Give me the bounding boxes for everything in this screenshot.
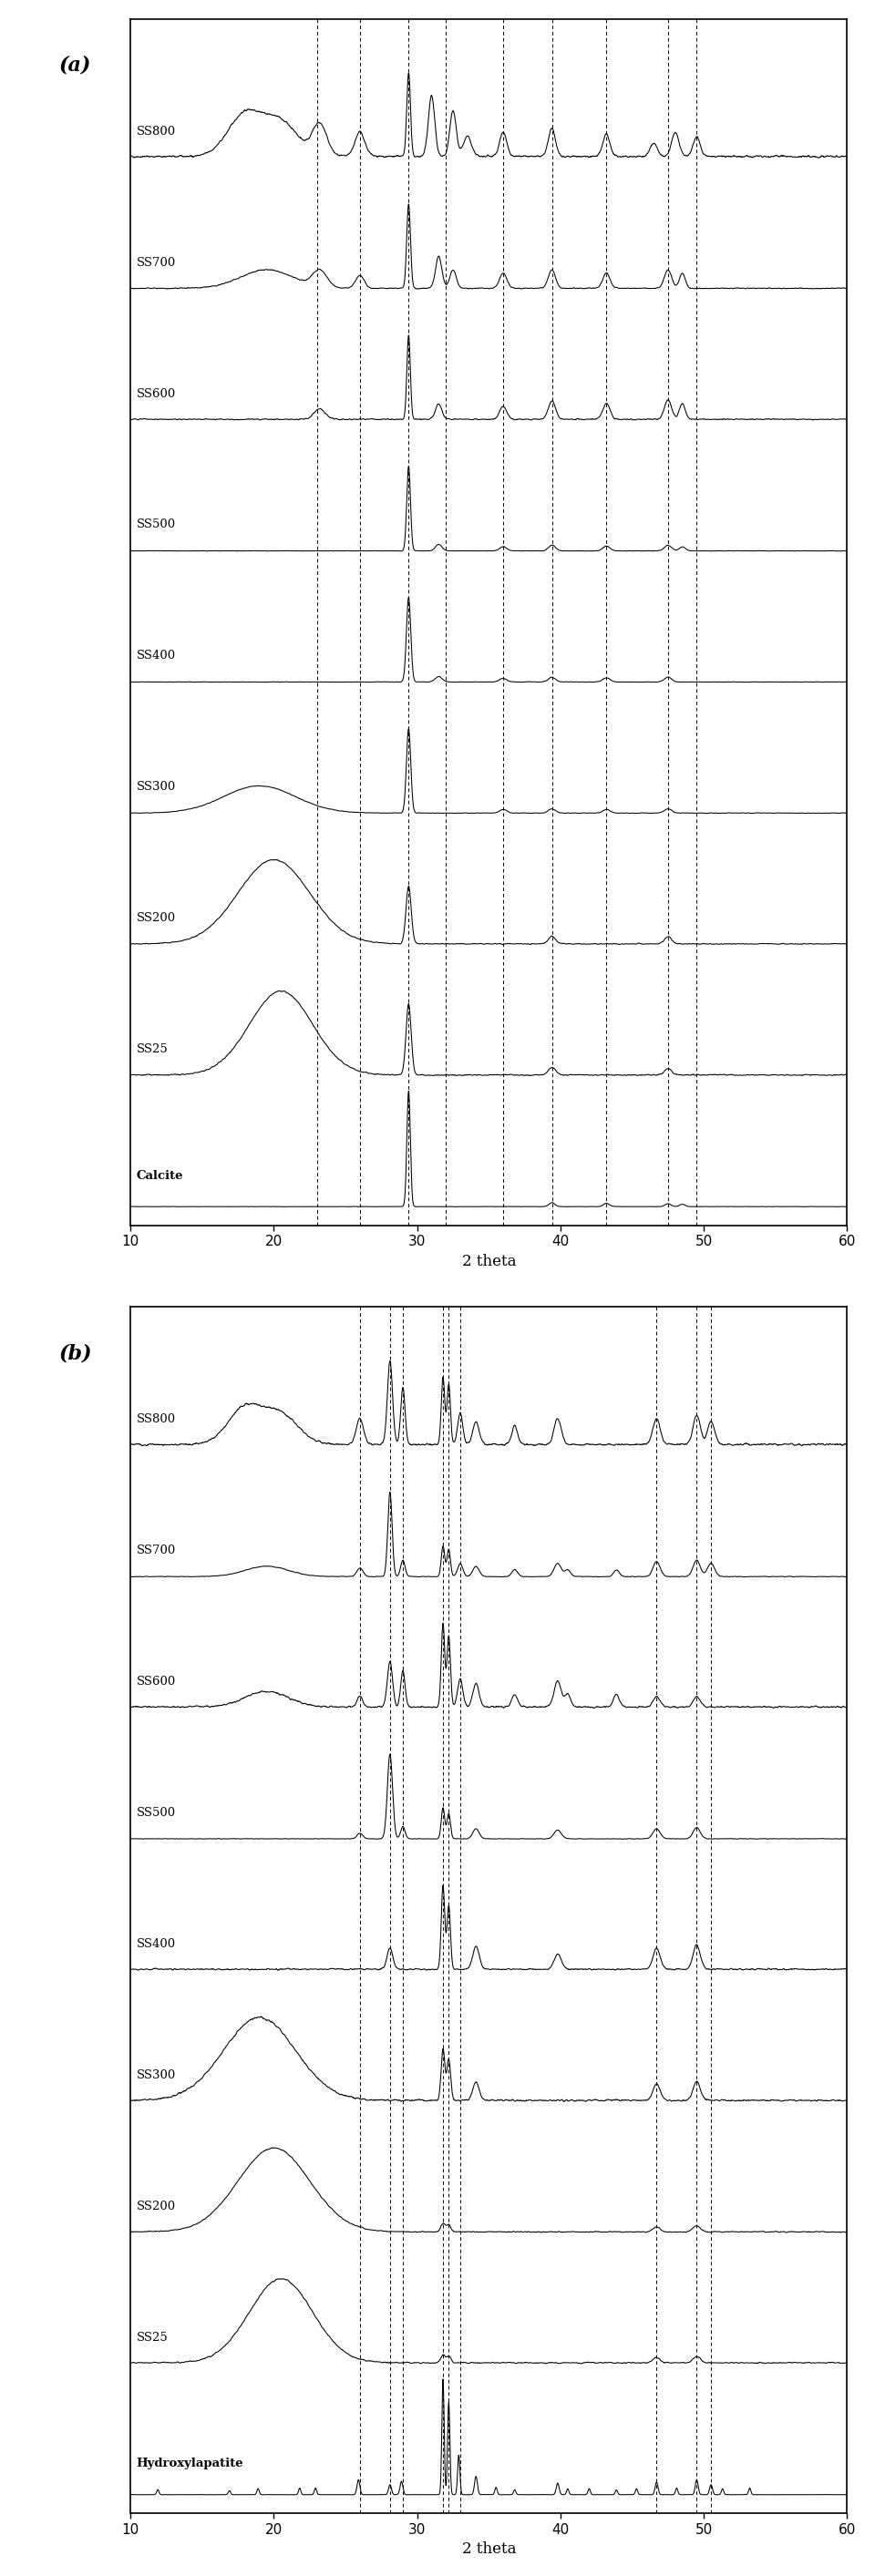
- Text: SS700: SS700: [136, 1546, 176, 1556]
- Text: SS700: SS700: [136, 258, 176, 268]
- Text: SS600: SS600: [136, 1677, 176, 1687]
- Text: SS300: SS300: [136, 781, 176, 793]
- X-axis label: 2 theta: 2 theta: [462, 2543, 516, 2558]
- Text: Hydroxylapatite: Hydroxylapatite: [136, 2458, 243, 2470]
- Text: SS400: SS400: [136, 1937, 176, 1950]
- Text: SS800: SS800: [136, 1414, 176, 1425]
- Text: SS25: SS25: [136, 1043, 168, 1056]
- X-axis label: 2 theta: 2 theta: [462, 1255, 516, 1270]
- Text: SS300: SS300: [136, 2069, 176, 2081]
- Text: SS500: SS500: [136, 1806, 176, 1819]
- Text: SS25: SS25: [136, 2331, 168, 2344]
- Text: Calcite: Calcite: [136, 1170, 183, 1182]
- Text: SS200: SS200: [136, 2200, 176, 2213]
- Text: SS200: SS200: [136, 912, 176, 925]
- Text: SS500: SS500: [136, 518, 176, 531]
- Text: (b): (b): [59, 1342, 92, 1363]
- Text: SS800: SS800: [136, 126, 176, 137]
- Text: SS400: SS400: [136, 649, 176, 662]
- Text: (a): (a): [59, 54, 91, 75]
- Text: SS600: SS600: [136, 389, 176, 399]
